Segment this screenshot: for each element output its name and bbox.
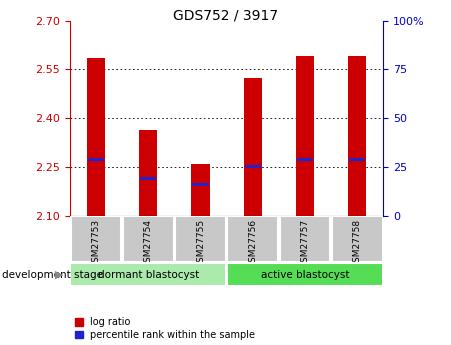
Bar <box>140 177 156 180</box>
Bar <box>227 216 278 262</box>
Bar <box>139 129 157 216</box>
Bar <box>70 264 226 286</box>
Bar <box>88 158 104 161</box>
Bar <box>175 216 226 262</box>
Text: GSM27757: GSM27757 <box>300 219 309 268</box>
Bar <box>297 158 313 161</box>
Legend: log ratio, percentile rank within the sample: log ratio, percentile rank within the sa… <box>75 317 255 340</box>
Text: GSM27753: GSM27753 <box>92 219 101 268</box>
Bar <box>349 158 365 161</box>
Text: GSM27756: GSM27756 <box>248 219 257 268</box>
Text: GSM27755: GSM27755 <box>196 219 205 268</box>
Text: GSM27754: GSM27754 <box>144 219 153 268</box>
Bar <box>280 216 330 262</box>
Text: development stage: development stage <box>2 270 103 279</box>
Bar <box>296 57 314 216</box>
Text: GSM27758: GSM27758 <box>353 219 362 268</box>
Bar <box>244 78 262 216</box>
Text: ▶: ▶ <box>55 270 63 279</box>
Bar <box>71 216 121 262</box>
Bar <box>348 57 366 216</box>
Bar <box>191 164 210 216</box>
Bar <box>332 216 382 262</box>
Bar <box>227 264 383 286</box>
Bar <box>244 165 261 168</box>
Bar <box>123 216 174 262</box>
Bar <box>192 183 209 186</box>
Text: dormant blastocyst: dormant blastocyst <box>97 270 199 279</box>
Text: GDS752 / 3917: GDS752 / 3917 <box>173 9 278 23</box>
Text: active blastocyst: active blastocyst <box>261 270 349 279</box>
Bar <box>87 58 105 216</box>
